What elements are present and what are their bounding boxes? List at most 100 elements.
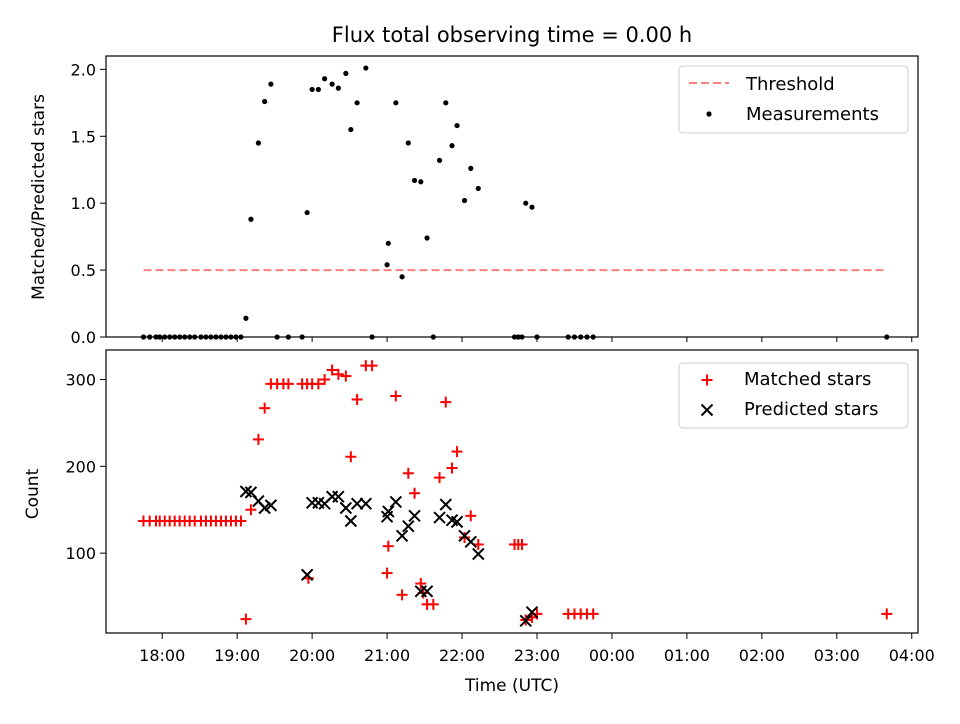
- measurement-point: [343, 70, 349, 76]
- legend-measurements-label: Measurements: [746, 104, 879, 125]
- matched-star-point: [459, 532, 471, 544]
- matched-star-point: [396, 589, 408, 601]
- top-panel: Flux total observing time = 0.00 h Match…: [29, 23, 919, 347]
- measurement-point: [454, 122, 460, 129]
- bottom-x-ticks: 18:00 19:00 20:00 21:00 22:00 23:00 00:00 01:00…: [139, 633, 935, 665]
- legend-predicted-swatch: [700, 403, 714, 417]
- top-legend: Threshold Measurements: [678, 65, 909, 134]
- bottom-y-axis-label: Count: [23, 468, 43, 519]
- measurement-point: [436, 157, 443, 163]
- x-tick-label: 03:00: [814, 646, 860, 665]
- predicted-star-point: [344, 514, 358, 528]
- matched-star-point: [402, 467, 414, 479]
- x-tick-label: 18:00: [139, 646, 185, 665]
- matched-star-point: [332, 368, 344, 380]
- measurement-point: [523, 200, 529, 206]
- matched-star-point: [340, 370, 352, 382]
- predicted-star-point: [519, 614, 532, 628]
- measurement-point: [309, 86, 315, 93]
- matched-star-point: [252, 433, 264, 445]
- predicted-star-point: [525, 605, 539, 619]
- predicted-star-point: [382, 505, 395, 518]
- measurement-point: [393, 100, 399, 106]
- x-tick-label: 01:00: [664, 646, 710, 665]
- predicted-star-point: [239, 485, 253, 498]
- measurement-point: [348, 126, 354, 133]
- legend-threshold-label: Threshold: [745, 74, 835, 95]
- matched-stars-series: [137, 360, 893, 626]
- x-tick-label: 04:00: [889, 646, 935, 665]
- bottom-y-ticks: 100 200 300: [65, 371, 106, 563]
- top-y-tick-label: 0.0: [71, 328, 96, 347]
- matched-star-point: [465, 510, 477, 522]
- predicted-star-point: [389, 495, 403, 509]
- matched-star-point: [351, 393, 363, 405]
- bottom-legend-box: [678, 362, 909, 429]
- measurement-point: [529, 204, 535, 210]
- measurement-point: [322, 76, 328, 82]
- x-tick-label: 22:00: [439, 646, 485, 665]
- matched-star-point: [390, 390, 402, 402]
- legend-predicted-label: Predicted stars: [744, 399, 878, 420]
- matched-star-point: [366, 360, 378, 372]
- predicted-star-point: [395, 529, 409, 542]
- x-tick-label: 23:00: [514, 646, 560, 665]
- x-axis-label: Time (UTC): [464, 676, 559, 696]
- measurement-point: [411, 177, 418, 184]
- predicted-star-point: [420, 585, 434, 598]
- measurement-point: [329, 81, 335, 87]
- matched-star-point: [415, 578, 427, 590]
- measurement-point: [315, 86, 321, 93]
- measurement-point: [443, 100, 449, 106]
- bottom-y-tick-label: 200: [65, 457, 96, 476]
- predicted-star-point: [300, 568, 314, 582]
- measurement-point: [385, 240, 391, 246]
- bottom-legend: Matched stars Predicted stars: [678, 362, 909, 429]
- predicted-star-point: [339, 501, 353, 515]
- top-y-ticks: 0.0 0.5 1.0 1.5 2.0: [71, 60, 106, 347]
- predicted-star-point: [464, 535, 477, 549]
- measurement-point: [384, 262, 390, 268]
- predicted-star-point: [258, 501, 271, 515]
- predicted-star-point: [402, 520, 415, 533]
- top-y-axis-label: Matched/Predicted stars: [29, 94, 49, 300]
- bottom-y-tick-label: 300: [65, 371, 96, 390]
- top-y-tick-label: 0.5: [71, 261, 96, 280]
- predicted-star-point: [450, 515, 464, 529]
- x-tick-label: 02:00: [739, 646, 785, 665]
- top-plot-frame: [105, 55, 919, 338]
- matched-star-point: [259, 402, 271, 414]
- x-tick-label: 21:00: [364, 646, 410, 665]
- legend-matched-label: Matched stars: [744, 369, 871, 390]
- matched-star-point: [282, 378, 294, 390]
- top-y-tick-label: 1.0: [71, 194, 96, 213]
- measurement-point: [255, 140, 262, 146]
- matched-star-point: [235, 515, 247, 527]
- measurement-point: [461, 197, 468, 204]
- predicted-stars-series: [239, 485, 539, 628]
- measurement-point: [405, 140, 411, 146]
- legend-matched-marker: [701, 374, 713, 386]
- legend-measurements-swatch: [706, 111, 712, 117]
- measurement-point: [475, 185, 481, 192]
- matched-star-point: [345, 451, 357, 463]
- predicted-star-point: [433, 511, 446, 524]
- matched-star-point: [440, 396, 452, 408]
- matched-star-point: [446, 462, 458, 474]
- x-tick-label: 00:00: [589, 646, 635, 665]
- predicted-star-point: [264, 499, 278, 512]
- matched-star-point: [409, 487, 421, 499]
- predicted-star-point: [439, 498, 452, 511]
- matched-star-point: [434, 472, 446, 484]
- measurement-point: [335, 85, 341, 91]
- matched-star-point: [245, 504, 257, 516]
- measurement-point: [418, 179, 424, 185]
- predicted-star-point: [332, 490, 345, 503]
- bottom-plot-frame: [105, 349, 919, 634]
- measurement-point: [248, 216, 254, 222]
- measurement-point: [424, 235, 430, 241]
- measurement-point: [268, 81, 274, 87]
- matched-star-point: [240, 613, 252, 625]
- predicted-star-point: [408, 509, 421, 523]
